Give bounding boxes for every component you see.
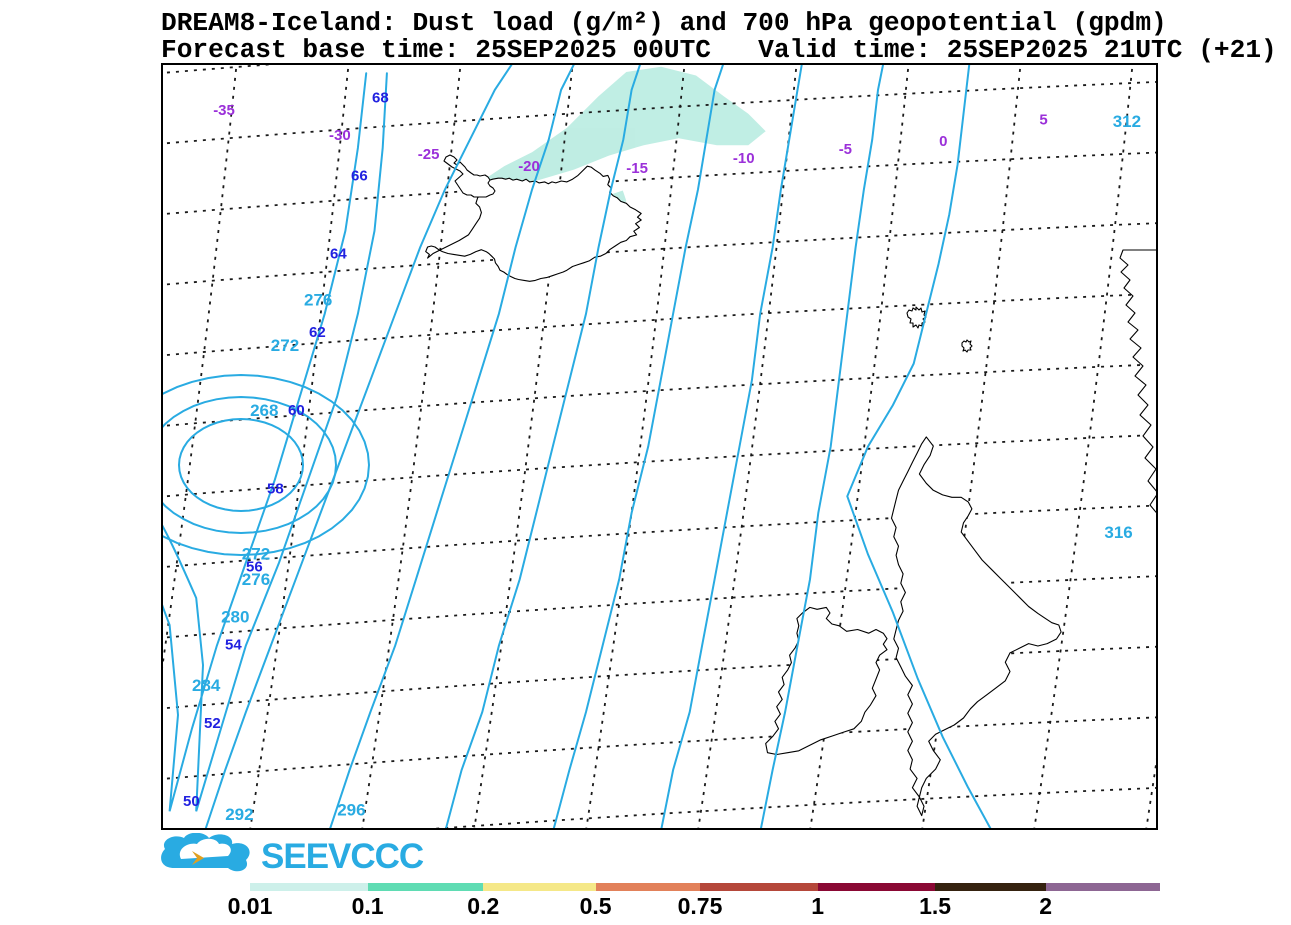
svg-text:-10: -10 — [733, 150, 755, 167]
svg-text:272: 272 — [271, 336, 299, 355]
svg-text:54: 54 — [225, 637, 242, 654]
svg-text:280: 280 — [221, 607, 249, 626]
svg-text:-30: -30 — [329, 127, 351, 144]
svg-text:66: 66 — [351, 168, 368, 185]
svg-text:-35: -35 — [213, 102, 235, 119]
svg-text:316: 316 — [1104, 523, 1132, 542]
svg-text:50: 50 — [183, 793, 200, 810]
svg-text:276: 276 — [304, 291, 332, 310]
svg-text:-25: -25 — [418, 146, 440, 163]
svg-text:60: 60 — [288, 402, 305, 419]
svg-text:-15: -15 — [626, 160, 648, 177]
svg-text:0: 0 — [939, 133, 947, 150]
svg-text:292: 292 — [225, 805, 253, 824]
svg-text:58: 58 — [267, 480, 284, 497]
svg-text:SEEVCCC: SEEVCCC — [261, 837, 424, 876]
svg-text:-5: -5 — [839, 141, 852, 158]
svg-text:5: 5 — [1039, 112, 1047, 129]
svg-text:68: 68 — [372, 89, 389, 106]
svg-text:64: 64 — [330, 246, 347, 263]
svg-text:312: 312 — [1113, 112, 1141, 131]
svg-text:268: 268 — [250, 401, 278, 420]
svg-text:296: 296 — [337, 801, 365, 820]
svg-text:52: 52 — [204, 715, 221, 732]
svg-text:62: 62 — [309, 324, 326, 341]
svg-text:272: 272 — [242, 544, 270, 563]
svg-text:276: 276 — [242, 570, 270, 589]
svg-text:284: 284 — [192, 676, 221, 695]
svg-text:-20: -20 — [518, 158, 540, 175]
